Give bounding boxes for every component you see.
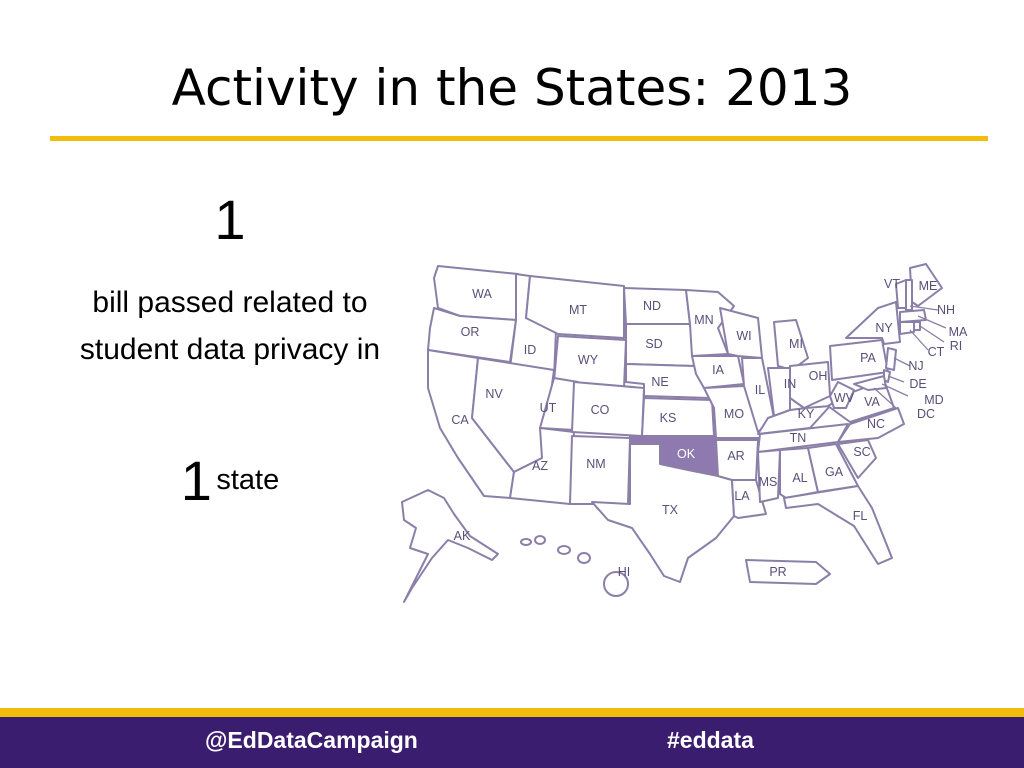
label-VA: VA [864, 395, 880, 409]
state-HI-3 [557, 545, 571, 555]
state-MA [899, 309, 927, 323]
territory-PR [745, 559, 831, 585]
state-NH [905, 279, 913, 311]
state-HI-5 [603, 571, 629, 597]
label-AK: AK [454, 529, 471, 543]
label-SC: SC [853, 445, 870, 459]
label-AR: AR [727, 449, 744, 463]
label-KY: KY [798, 407, 815, 421]
label-MO: MO [724, 407, 744, 421]
label-VT: VT [884, 277, 900, 291]
label-DE: DE [909, 377, 926, 391]
label-IA: IA [712, 363, 724, 377]
state-word: state [216, 464, 280, 496]
state-MN [685, 289, 735, 357]
label-LA: LA [734, 489, 750, 503]
footer-hashtag: #eddata [667, 727, 754, 753]
label-MN: MN [694, 313, 713, 327]
label-TN: TN [790, 431, 807, 445]
label-WV: WV [834, 391, 855, 405]
label-GA: GA [825, 465, 844, 479]
state-HI-2 [534, 535, 546, 545]
label-NJ: NJ [908, 359, 923, 373]
slide-title: Activity in the States: 2013 [171, 59, 853, 117]
state-LA [731, 479, 767, 519]
state-NJ [885, 347, 897, 371]
label-NC: NC [867, 417, 885, 431]
label-NM: NM [586, 457, 605, 471]
state-PA [829, 339, 889, 381]
footer-bar: @EdDataCampaign #eddata [0, 717, 1024, 768]
label-IN: IN [784, 377, 797, 391]
label-AZ: AZ [532, 459, 548, 473]
label-MT: MT [569, 303, 587, 317]
label-CA: CA [451, 413, 469, 427]
label-ID: ID [524, 343, 537, 357]
state-HI-1 [520, 538, 532, 546]
state-MD [853, 375, 887, 391]
state-MO [703, 385, 769, 439]
state-KS [641, 397, 715, 437]
label-PR: PR [769, 565, 786, 579]
state-HI-4 [577, 552, 591, 564]
label-HI: HI [618, 565, 631, 579]
state-MT [525, 275, 625, 339]
state-SC [837, 439, 877, 479]
us-states-map: WA OR CA ID NV MT WY UT AZ CO NM ND SD N… [401, 263, 968, 603]
label-DC: DC [917, 407, 935, 421]
label-TX: TX [662, 503, 679, 517]
bills-description: bill passed related to student data priv… [79, 286, 381, 366]
label-IL: IL [755, 383, 765, 397]
label-NH: NH [937, 303, 955, 317]
label-ME: ME [919, 279, 938, 293]
label-OR: OR [461, 325, 480, 339]
footer-gold-band [0, 708, 1024, 717]
label-WA: WA [472, 287, 492, 301]
state-OH [789, 361, 831, 409]
state-AK [401, 489, 499, 603]
state-RI [913, 321, 921, 331]
title-underline [50, 136, 988, 141]
label-PA: PA [860, 351, 876, 365]
label-MA: MA [949, 325, 968, 339]
label-UT: UT [540, 401, 557, 415]
label-MS: MS [759, 475, 778, 489]
bills-count: 1 [214, 188, 246, 251]
label-OK: OK [677, 447, 696, 461]
state-WV [829, 381, 855, 409]
label-NE: NE [651, 375, 668, 389]
label-RI: RI [950, 339, 963, 353]
label-WY: WY [578, 353, 599, 367]
state-FL [783, 485, 893, 565]
label-WI: WI [736, 329, 751, 343]
state-NY [845, 301, 901, 345]
state-MS [757, 449, 781, 503]
state-count-line: 1 state [70, 448, 390, 513]
label-MI: MI [789, 337, 803, 351]
label-AL: AL [792, 471, 807, 485]
label-KS: KS [660, 411, 677, 425]
label-NV: NV [485, 387, 503, 401]
label-CO: CO [591, 403, 610, 417]
footer-handle: @EdDataCampaign [205, 727, 418, 753]
state-NC [837, 407, 905, 443]
label-OH: OH [809, 369, 828, 383]
label-FL: FL [853, 509, 868, 523]
label-NY: NY [875, 321, 893, 335]
label-ND: ND [643, 299, 661, 313]
label-MD: MD [924, 393, 943, 407]
state-count: 1 [180, 449, 212, 512]
label-SD: SD [645, 337, 662, 351]
label-CT: CT [928, 345, 945, 359]
